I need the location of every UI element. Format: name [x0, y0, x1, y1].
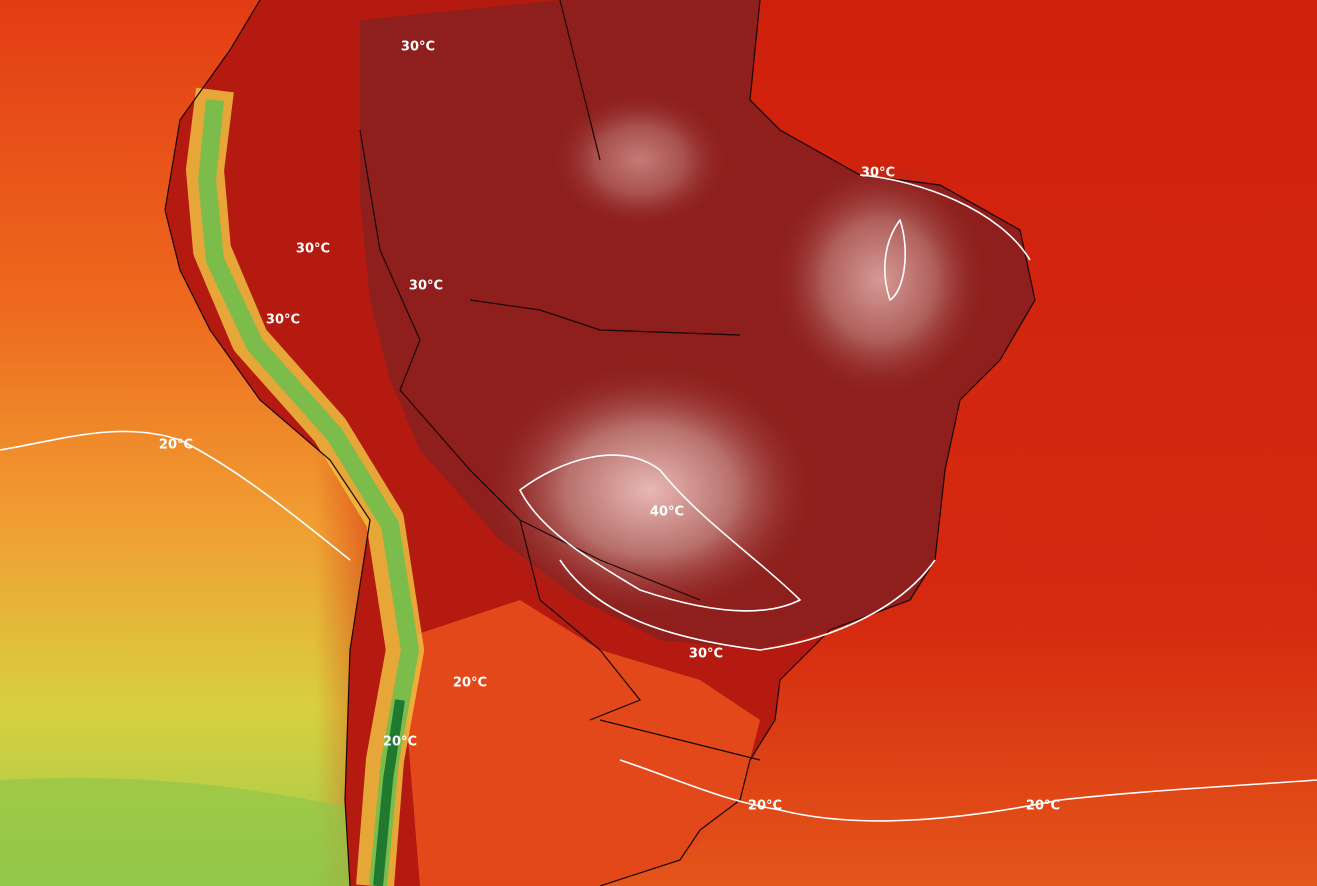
- contour-40: [884, 219, 906, 301]
- contour-label: 20°C: [453, 676, 487, 691]
- contour-label: 30°C: [296, 242, 330, 257]
- contour-40: [519, 454, 801, 612]
- contour-label: 20°C: [1026, 799, 1060, 814]
- contour-label: 30°C: [861, 166, 895, 181]
- contour-20: [619, 759, 1317, 822]
- contour-label: 40°C: [650, 505, 684, 520]
- contour-label: 20°C: [383, 735, 417, 750]
- contour-label: 20°C: [748, 799, 782, 814]
- hot-northeast: [770, 160, 990, 400]
- contour-label: 30°C: [266, 313, 300, 328]
- andes-cold: [373, 699, 405, 886]
- contour-label: 30°C: [409, 279, 443, 294]
- contour-labels: 30°C 30°C 30°C 30°C 30°C 30°C 20°C 20°C 20°C 20°C…: [159, 40, 1060, 814]
- southern-cone: [400, 600, 760, 886]
- contour-label: 20°C: [159, 438, 193, 453]
- contour-label: 30°C: [689, 647, 723, 662]
- hot-north: [550, 90, 730, 230]
- borders: [359, 0, 761, 761]
- contour-20: [0, 430, 351, 561]
- contour-30: [559, 174, 1031, 651]
- contour-label: 30°C: [401, 40, 435, 55]
- cool-ocean: [0, 778, 420, 886]
- hot-core: [480, 360, 820, 620]
